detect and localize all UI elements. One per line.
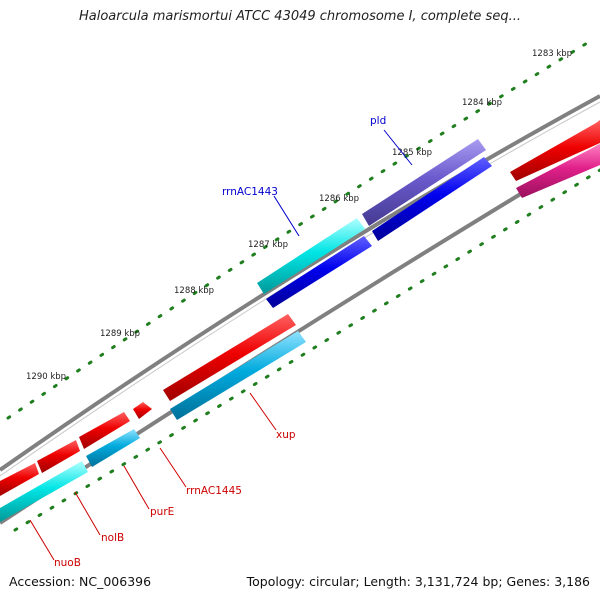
tick-labels: 1283 kbp 1284 kbp 1285 kbp 1286 kbp 1287 kbp…	[26, 49, 572, 382]
gene-arrow[interactable]	[86, 429, 140, 467]
gene-arrow-pld[interactable]	[362, 139, 486, 226]
tick-ring-inner	[13, 168, 600, 532]
gene-arrow[interactable]	[516, 144, 600, 198]
tick-label: 1288 kbp	[174, 286, 214, 296]
gene-arrow-nolB[interactable]	[37, 440, 80, 473]
gene-arrow[interactable]	[0, 461, 88, 522]
tick-label: 1285 kbp	[392, 148, 432, 158]
gene-label-lines	[29, 129, 413, 561]
gene-label: nuoB	[54, 557, 81, 569]
gene-arrow[interactable]	[372, 157, 492, 241]
gene-labels: pld rrnAC1443 xup rrnAC1445 purE nolB nu…	[54, 115, 386, 569]
gene-arrow-xup[interactable]	[163, 314, 296, 401]
gene-arrow[interactable]	[170, 331, 306, 420]
gene-arrow-purE[interactable]	[79, 412, 130, 449]
gene-arrow[interactable]	[510, 120, 600, 181]
gene-label: purE	[150, 506, 174, 518]
gene-label: pld	[370, 115, 386, 127]
tick-label: 1284 kbp	[462, 98, 502, 108]
accession-text: Accession: NC_006396	[9, 574, 152, 589]
tick-label: 1286 kbp	[319, 194, 359, 204]
tick-label: 1290 kbp	[26, 372, 66, 382]
map-title: Haloarcula marismortui ATCC 43049 chromo…	[79, 9, 521, 24]
gene-arrow-nuoB[interactable]	[0, 463, 39, 496]
tick-ring-outer	[6, 38, 594, 420]
summary-text: Topology: circular; Length: 3,131,724 bp…	[246, 574, 590, 589]
tick-label: 1287 kbp	[248, 240, 288, 250]
tick-label: 1283 kbp	[532, 49, 572, 59]
gene-features	[0, 120, 600, 522]
gene-arrow[interactable]	[133, 402, 152, 419]
tick-label: 1289 kbp	[100, 329, 140, 339]
gene-label: nolB	[101, 532, 124, 544]
gene-label: xup	[276, 429, 296, 441]
gene-label: rrnAC1445	[186, 485, 242, 497]
gene-arrow[interactable]	[266, 236, 372, 308]
gene-label: rrnAC1443	[222, 186, 278, 198]
gene-arrow-rrnAC1443[interactable]	[257, 218, 365, 294]
